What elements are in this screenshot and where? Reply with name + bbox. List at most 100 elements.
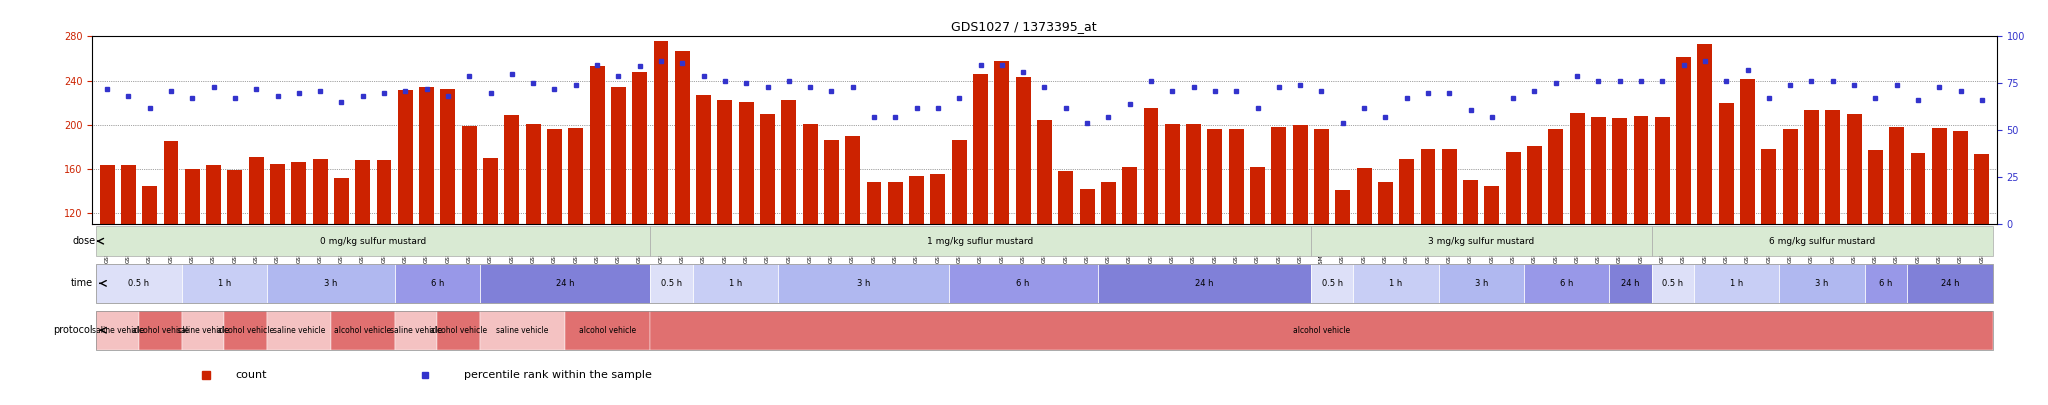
FancyBboxPatch shape	[565, 311, 651, 350]
Text: alcohol vehicle: alcohol vehicle	[1292, 326, 1350, 335]
Bar	[184, 169, 201, 224]
Text: count: count	[236, 370, 266, 380]
Bar	[1165, 124, 1180, 224]
Bar	[420, 87, 434, 224]
FancyBboxPatch shape	[1907, 264, 1993, 303]
FancyBboxPatch shape	[395, 264, 479, 303]
Bar	[1911, 153, 1925, 224]
Bar	[973, 74, 987, 224]
FancyBboxPatch shape	[479, 311, 565, 350]
Bar	[1505, 152, 1520, 224]
FancyBboxPatch shape	[1311, 264, 1354, 303]
Text: 3 h: 3 h	[856, 279, 870, 288]
Text: 3 h: 3 h	[324, 279, 338, 288]
FancyBboxPatch shape	[1438, 264, 1524, 303]
Bar	[1122, 166, 1137, 224]
Bar	[227, 170, 242, 224]
Bar	[1847, 114, 1862, 224]
Bar	[952, 140, 967, 224]
Bar	[377, 160, 391, 224]
Bar	[610, 87, 627, 224]
FancyBboxPatch shape	[266, 311, 332, 350]
Text: 0.5 h: 0.5 h	[1321, 279, 1343, 288]
Bar	[1421, 149, 1436, 224]
Bar	[1399, 159, 1413, 224]
Bar	[823, 140, 840, 224]
FancyBboxPatch shape	[1098, 264, 1311, 303]
Bar	[1208, 129, 1223, 224]
Text: percentile rank within the sample: percentile rank within the sample	[463, 370, 651, 380]
Bar	[1356, 168, 1372, 224]
Text: dose: dose	[72, 236, 96, 246]
FancyBboxPatch shape	[182, 264, 266, 303]
Bar	[461, 126, 477, 224]
Bar	[1036, 120, 1053, 224]
Text: 0.5 h: 0.5 h	[1663, 279, 1683, 288]
Bar	[1954, 131, 1968, 224]
Text: alcohol vehicle: alcohol vehicle	[217, 326, 274, 335]
Bar	[1931, 128, 1948, 224]
Text: 0.5 h: 0.5 h	[129, 279, 150, 288]
Text: 6 mg/kg sulfur mustard: 6 mg/kg sulfur mustard	[1769, 237, 1876, 246]
Text: 3 mg/kg sulfur mustard: 3 mg/kg sulfur mustard	[1427, 237, 1534, 246]
Text: alcohol vehicle: alcohol vehicle	[580, 326, 637, 335]
FancyBboxPatch shape	[1651, 226, 1993, 256]
Text: 1 mg/kg suflur mustard: 1 mg/kg suflur mustard	[928, 237, 1034, 246]
Bar	[1634, 116, 1649, 224]
FancyBboxPatch shape	[692, 264, 778, 303]
Text: 24 h: 24 h	[555, 279, 573, 288]
Text: 24 h: 24 h	[1622, 279, 1640, 288]
Bar	[1675, 58, 1692, 224]
Bar	[440, 90, 455, 224]
Bar	[782, 100, 797, 224]
Bar	[1462, 180, 1479, 224]
Bar	[207, 166, 221, 224]
Bar	[1782, 129, 1798, 224]
Bar	[397, 90, 414, 224]
Bar	[1804, 110, 1819, 224]
Bar	[1292, 125, 1307, 224]
FancyBboxPatch shape	[1694, 264, 1780, 303]
FancyBboxPatch shape	[395, 311, 438, 350]
Bar	[1102, 182, 1116, 224]
Text: saline vehicle: saline vehicle	[389, 326, 442, 335]
Bar	[567, 128, 584, 224]
Bar	[1548, 129, 1563, 224]
Bar	[909, 177, 924, 224]
FancyBboxPatch shape	[651, 226, 1311, 256]
Text: alcohol vehicle: alcohol vehicle	[430, 326, 487, 335]
Text: alcohol vehicle: alcohol vehicle	[131, 326, 188, 335]
Bar	[739, 102, 754, 224]
Bar	[1442, 149, 1456, 224]
Text: 6 h: 6 h	[1016, 279, 1030, 288]
Text: alcohol vehicle: alcohol vehicle	[334, 326, 391, 335]
FancyBboxPatch shape	[778, 264, 948, 303]
Bar	[291, 162, 307, 224]
Bar	[846, 136, 860, 224]
Bar	[1016, 77, 1030, 224]
Bar	[633, 72, 647, 224]
Bar	[547, 129, 561, 224]
Bar	[1249, 166, 1266, 224]
FancyBboxPatch shape	[651, 311, 1993, 350]
Text: 6 h: 6 h	[1880, 279, 1892, 288]
Text: time: time	[72, 278, 94, 288]
Bar	[676, 51, 690, 224]
Text: 6 h: 6 h	[430, 279, 444, 288]
Bar	[483, 158, 498, 224]
Bar	[1868, 150, 1882, 224]
Bar	[1186, 124, 1200, 224]
Bar	[866, 182, 881, 224]
Text: 1 h: 1 h	[1389, 279, 1403, 288]
Bar	[1888, 127, 1905, 224]
Bar	[248, 157, 264, 224]
Text: protocol: protocol	[53, 325, 94, 335]
Bar	[1272, 127, 1286, 224]
Text: saline vehicle: saline vehicle	[92, 326, 143, 335]
FancyBboxPatch shape	[1866, 264, 1907, 303]
FancyBboxPatch shape	[1524, 264, 1610, 303]
Bar	[334, 177, 348, 224]
Text: 6 h: 6 h	[1561, 279, 1573, 288]
Bar	[164, 141, 178, 224]
Bar	[1612, 118, 1628, 224]
